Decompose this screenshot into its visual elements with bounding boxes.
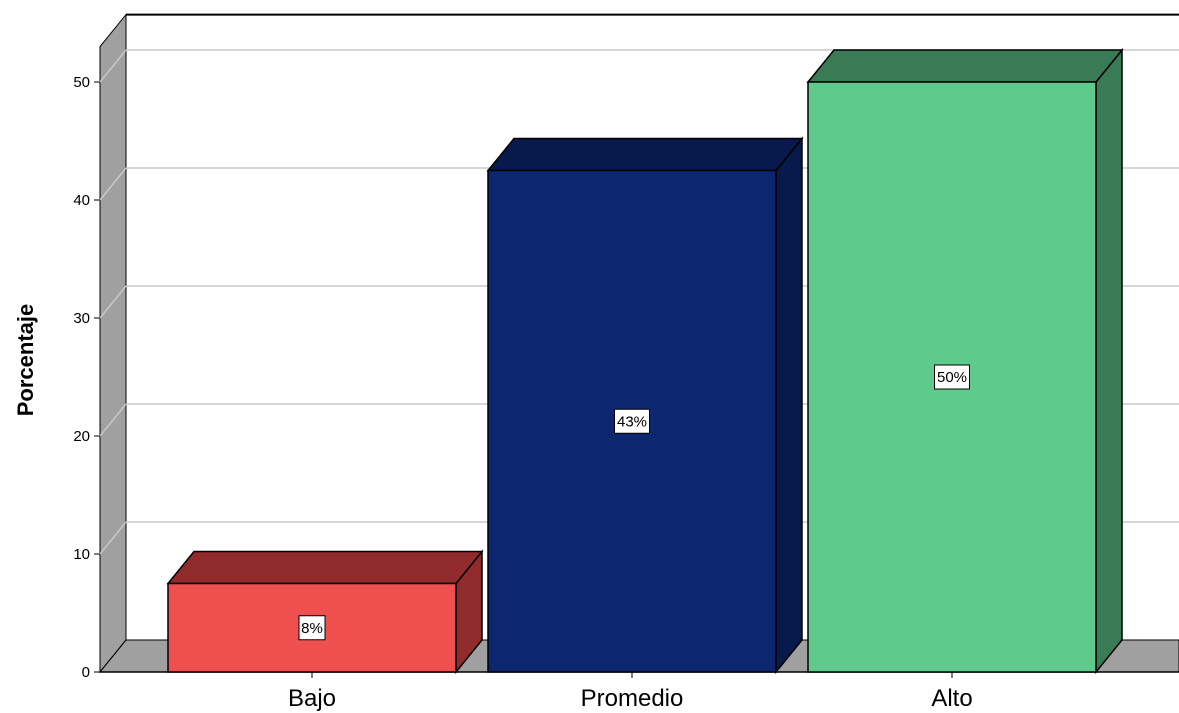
gridline-diagonal	[99, 49, 127, 83]
y-tick-label: 40	[73, 192, 90, 209]
data-label-box	[934, 364, 970, 390]
y-tick-label: 30	[73, 310, 90, 327]
y-tick-label: 50	[73, 74, 90, 91]
gridline-diagonal	[99, 403, 127, 437]
data-label: 43%	[617, 413, 647, 430]
bar-bajo: 8%	[166, 549, 484, 675]
y-axis-label: Porcentaje	[13, 304, 38, 417]
x-axis-categories: Bajo Promedio Alto	[288, 672, 973, 712]
data-label-box	[614, 408, 650, 434]
bar-side	[775, 136, 803, 675]
bar-top	[486, 137, 804, 172]
bar-top	[166, 550, 484, 585]
gridline-diagonal	[99, 285, 127, 319]
data-label: 8%	[301, 620, 323, 637]
left-wall	[99, 13, 127, 674]
y-tick-label: 20	[73, 428, 90, 445]
gridline-diagonal	[99, 521, 127, 555]
bar-side	[1095, 47, 1123, 675]
bars: 8% 43% 50%	[166, 47, 1124, 675]
x-category-label: Promedio	[581, 685, 684, 712]
gridline-diagonal	[99, 167, 127, 201]
bar-alto: 50%	[806, 47, 1124, 675]
y-tick-label: 0	[82, 664, 90, 681]
data-label: 50%	[937, 369, 967, 386]
bar-promedio: 43%	[486, 136, 804, 675]
data-label-box	[298, 615, 326, 641]
y-tick-label: 10	[73, 546, 90, 563]
x-category-label: Bajo	[288, 685, 336, 712]
x-category-label: Alto	[931, 685, 972, 712]
y-axis-ticks: 0 10 20 30 40 50	[73, 74, 100, 681]
bar-top	[806, 49, 1124, 83]
